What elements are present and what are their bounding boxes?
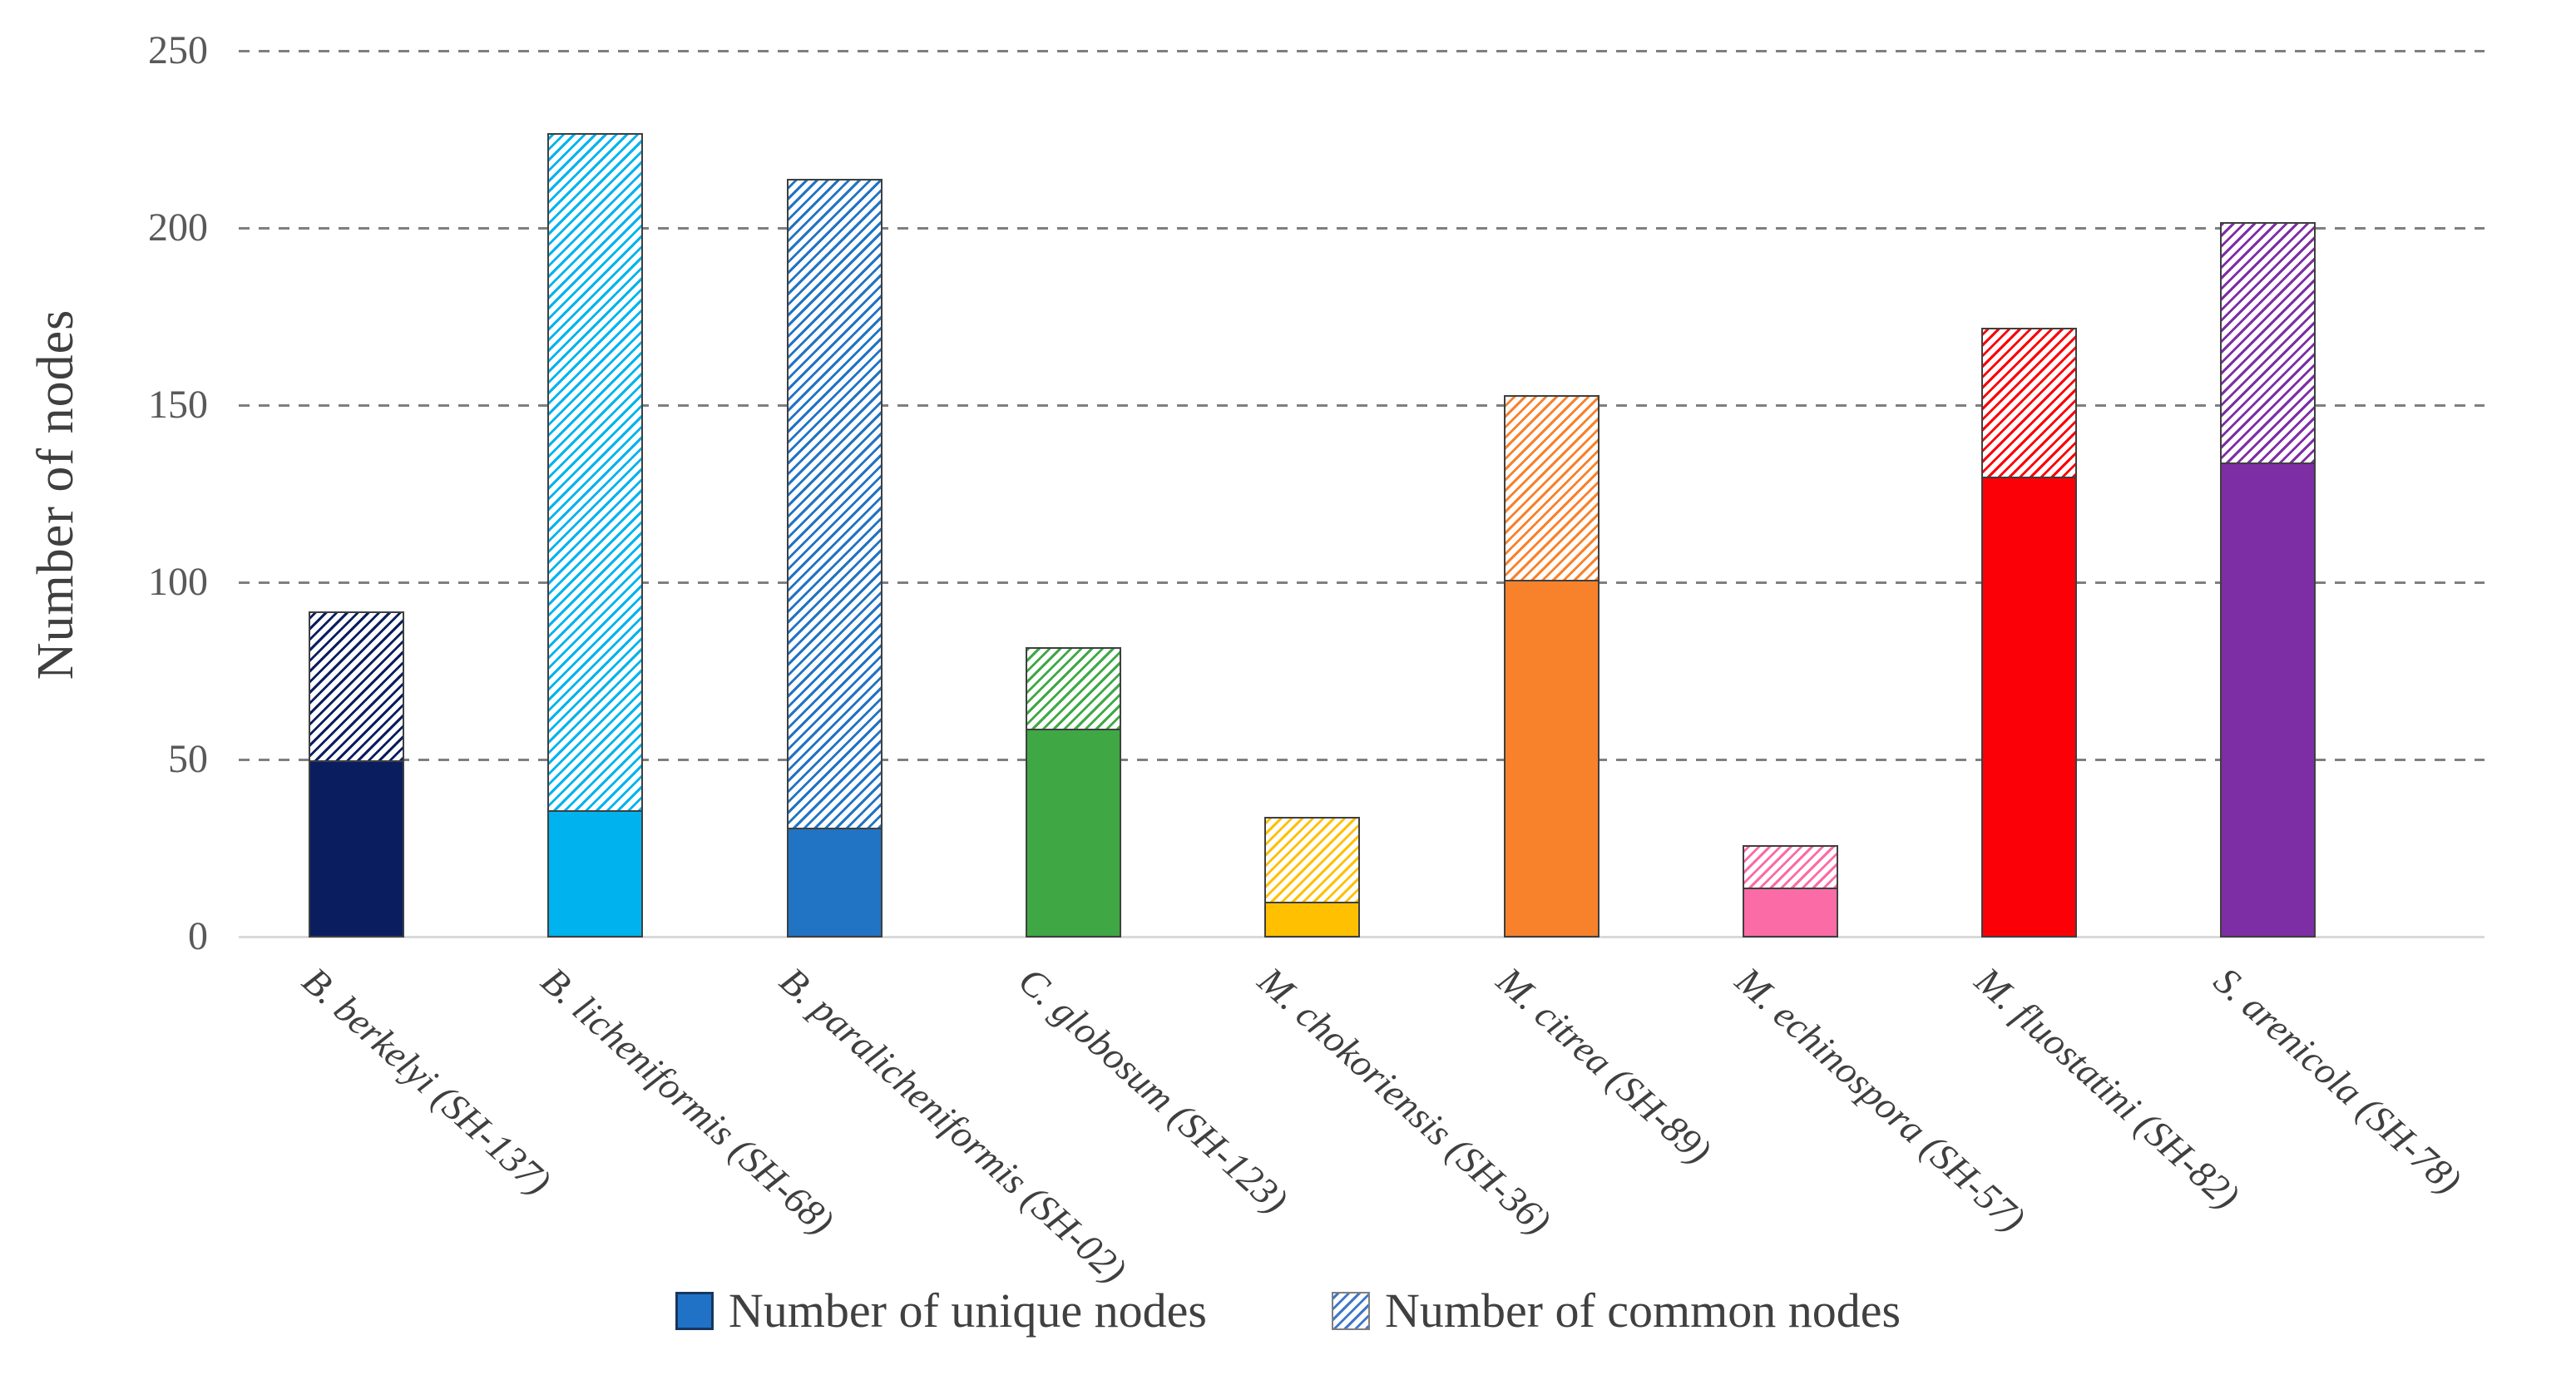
bar-4-common-segment bbox=[1025, 646, 1121, 730]
x-axis-label-6: M. citrea (SH-89) bbox=[1489, 958, 1720, 1173]
bar-3-unique-segment bbox=[786, 827, 883, 937]
x-axis-label-9: S. arenicola (SH-78) bbox=[2206, 958, 2470, 1203]
y-tick-label-100: 100 bbox=[148, 560, 208, 604]
bar-1 bbox=[309, 611, 404, 937]
bar-4-unique-segment bbox=[1025, 728, 1121, 937]
y-tick-label-250: 250 bbox=[148, 28, 208, 72]
bar-6 bbox=[1503, 395, 1599, 937]
bar-8-unique-segment bbox=[1981, 477, 2078, 937]
legend-swatch-solid-icon bbox=[675, 1291, 714, 1330]
bar-5-unique-segment bbox=[1264, 902, 1361, 937]
gridline-200 bbox=[239, 227, 2485, 230]
x-axis-label-1: B. berkelyi (SH-137) bbox=[294, 958, 559, 1204]
bar-2-common-segment bbox=[547, 132, 644, 812]
bar-6-common-segment bbox=[1503, 395, 1599, 581]
gridline-150 bbox=[239, 404, 2485, 407]
bar-8 bbox=[1981, 328, 2078, 937]
bar-9-common-segment bbox=[2220, 221, 2316, 465]
bar-8-common-segment bbox=[1981, 328, 2078, 479]
gridline-100 bbox=[239, 581, 2485, 584]
legend-swatch-hatched-icon bbox=[1331, 1291, 1370, 1330]
bar-1-common-segment bbox=[309, 611, 404, 762]
bar-1-unique-segment bbox=[309, 760, 404, 937]
bar-3 bbox=[786, 179, 883, 937]
bar-9-unique-segment bbox=[2220, 462, 2316, 937]
legend-label-common: Number of common nodes bbox=[1384, 1284, 1901, 1338]
bar-7-unique-segment bbox=[1742, 888, 1838, 937]
gridline-250 bbox=[239, 50, 2485, 52]
bar-7 bbox=[1742, 845, 1838, 937]
bar-5-common-segment bbox=[1264, 817, 1361, 904]
bar-2-unique-segment bbox=[547, 809, 644, 937]
plot-area bbox=[239, 50, 2485, 938]
legend-label-unique: Number of unique nodes bbox=[728, 1284, 1207, 1338]
y-axis-title-box: Number of nodes bbox=[7, 52, 106, 937]
y-tick-label-200: 200 bbox=[148, 205, 208, 250]
legend-item-common: Number of common nodes bbox=[1331, 1283, 1901, 1338]
y-axis-title: Number of nodes bbox=[27, 309, 85, 680]
bar-9 bbox=[2220, 221, 2316, 937]
bar-3-common-segment bbox=[786, 179, 883, 829]
y-tick-label-0: 0 bbox=[188, 914, 208, 958]
gridline-50 bbox=[239, 759, 2485, 761]
y-tick-label-150: 150 bbox=[148, 383, 208, 427]
legend-item-unique: Number of unique nodes bbox=[675, 1283, 1207, 1338]
y-tick-label-50: 50 bbox=[168, 737, 208, 781]
x-axis-label-8: M. fluostatini (SH-82) bbox=[1966, 958, 2247, 1218]
legend: Number of unique nodes Number of common … bbox=[0, 1283, 2576, 1338]
x-axis-label-4: C. globosum (SH-123) bbox=[1011, 958, 1297, 1222]
x-axis-line bbox=[239, 936, 2485, 938]
bar-5 bbox=[1264, 817, 1361, 937]
bar-4 bbox=[1025, 646, 1121, 937]
bar-7-common-segment bbox=[1742, 845, 1838, 890]
bar-2 bbox=[547, 132, 644, 937]
bar-6-unique-segment bbox=[1503, 579, 1599, 937]
